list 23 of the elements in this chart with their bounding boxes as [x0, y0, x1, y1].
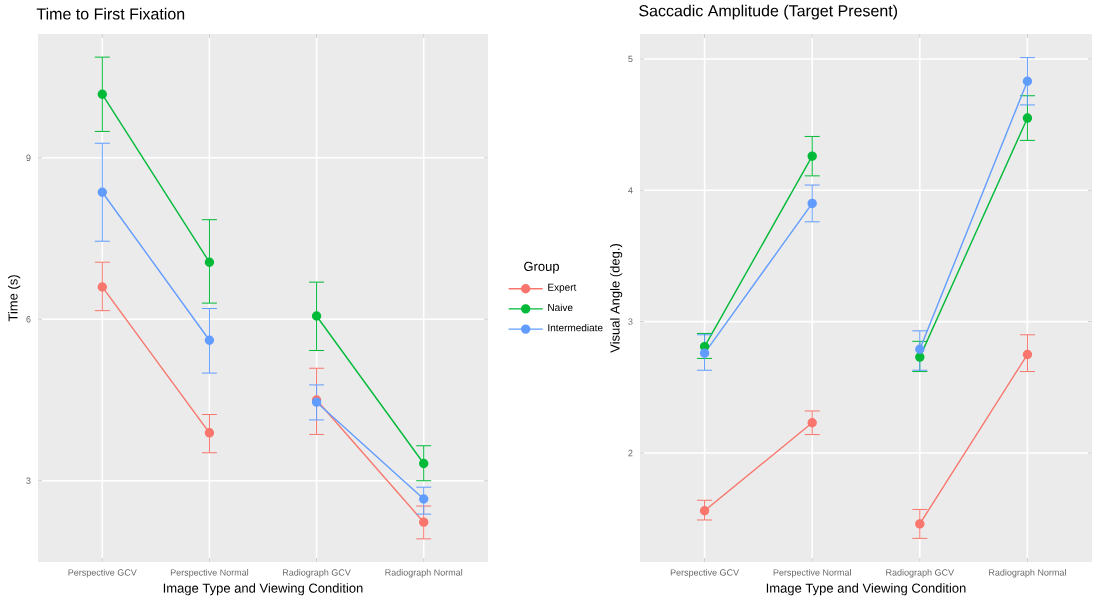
- point: [807, 418, 817, 428]
- point: [311, 311, 322, 321]
- point: [915, 519, 925, 529]
- point: [807, 151, 817, 161]
- point: [1022, 76, 1033, 86]
- point: [97, 187, 107, 197]
- point: [97, 282, 107, 292]
- point: [204, 428, 215, 438]
- chart-title: Time to First Fixation: [36, 7, 185, 20]
- point: [1022, 113, 1033, 123]
- point: [419, 517, 429, 527]
- point: [419, 494, 429, 504]
- point: [915, 344, 925, 354]
- point: [915, 352, 925, 362]
- point: [1022, 349, 1033, 360]
- point: [204, 257, 215, 267]
- point: [419, 458, 429, 469]
- point: [807, 198, 817, 209]
- point: [97, 89, 107, 99]
- chart-title: Saccadic Amplitude (Target Present): [639, 4, 898, 20]
- point: [699, 348, 710, 358]
- point: [204, 335, 215, 345]
- point: [699, 506, 710, 516]
